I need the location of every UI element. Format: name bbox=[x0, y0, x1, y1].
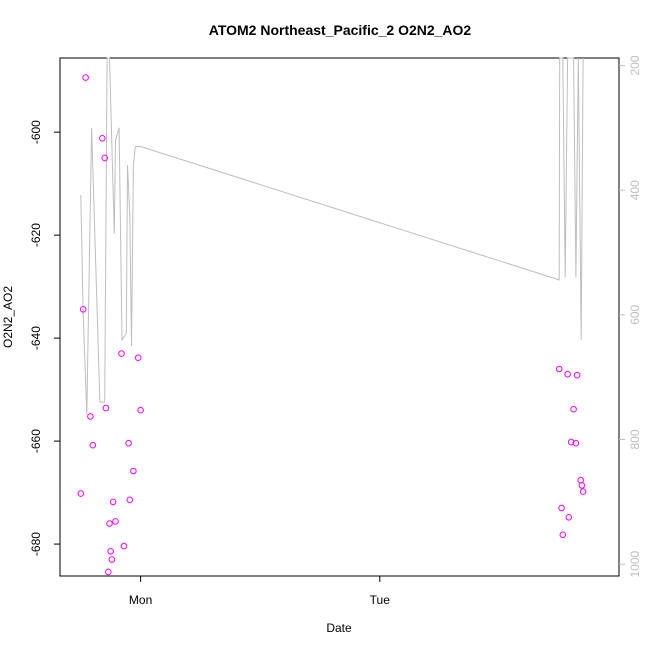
point-series bbox=[77, 74, 587, 576]
data-point bbox=[559, 531, 567, 539]
data-point bbox=[579, 488, 587, 495]
plot-frame bbox=[59, 57, 620, 577]
data-point bbox=[106, 520, 113, 527]
data-point bbox=[555, 365, 563, 373]
data-point bbox=[89, 441, 97, 449]
x-axis: Mon Tue bbox=[129, 576, 390, 607]
y2-tick-label: 1000 bbox=[628, 550, 642, 577]
data-point bbox=[565, 514, 573, 521]
data-point bbox=[567, 438, 575, 446]
data-point bbox=[558, 504, 565, 512]
data-point bbox=[118, 350, 125, 357]
data-point bbox=[120, 542, 128, 550]
y-axis-label: O2N2_AO2 bbox=[1, 286, 15, 348]
data-point bbox=[577, 476, 585, 484]
data-point bbox=[573, 371, 581, 379]
series-line bbox=[80, 57, 584, 415]
x-tick-label: Tue bbox=[370, 593, 391, 607]
y2-tick-label: 800 bbox=[628, 429, 642, 449]
data-point bbox=[82, 74, 89, 81]
data-point bbox=[105, 568, 112, 576]
data-point bbox=[101, 154, 108, 162]
data-point bbox=[79, 306, 87, 313]
y-axis-left: -600 -620 -640 -660 -680 bbox=[29, 120, 60, 556]
data-point bbox=[564, 370, 571, 378]
data-point bbox=[570, 405, 577, 413]
data-point bbox=[137, 406, 144, 414]
chart-title: ATOM2 Northeast_Pacific_2 O2N2_AO2 bbox=[209, 22, 472, 38]
y2-tick-label: 600 bbox=[628, 304, 642, 324]
y-tick-label: -600 bbox=[29, 120, 43, 144]
y-tick-label: -640 bbox=[29, 326, 43, 350]
data-point bbox=[572, 439, 580, 447]
data-point bbox=[87, 413, 94, 420]
line-series bbox=[80, 57, 584, 415]
y-tick-label: -620 bbox=[29, 223, 43, 247]
data-point bbox=[108, 556, 116, 563]
data-point bbox=[126, 496, 134, 504]
x-tick-label: Mon bbox=[129, 593, 152, 607]
data-point bbox=[125, 439, 132, 447]
y2-tick-label: 200 bbox=[628, 55, 642, 75]
y-tick-label: -660 bbox=[29, 429, 43, 453]
y2-tick-label: 400 bbox=[628, 180, 642, 200]
data-point bbox=[107, 548, 114, 555]
y-tick-label: -680 bbox=[29, 532, 43, 556]
data-point bbox=[134, 354, 142, 362]
data-point bbox=[99, 135, 106, 142]
y-axis-right: 200 400 600 800 1000 bbox=[619, 55, 642, 578]
data-point bbox=[77, 490, 85, 497]
data-point bbox=[112, 518, 119, 525]
data-point bbox=[109, 498, 117, 506]
data-point bbox=[102, 404, 110, 412]
data-point bbox=[130, 467, 137, 475]
x-axis-label: Date bbox=[326, 621, 352, 635]
data-point bbox=[578, 482, 586, 489]
